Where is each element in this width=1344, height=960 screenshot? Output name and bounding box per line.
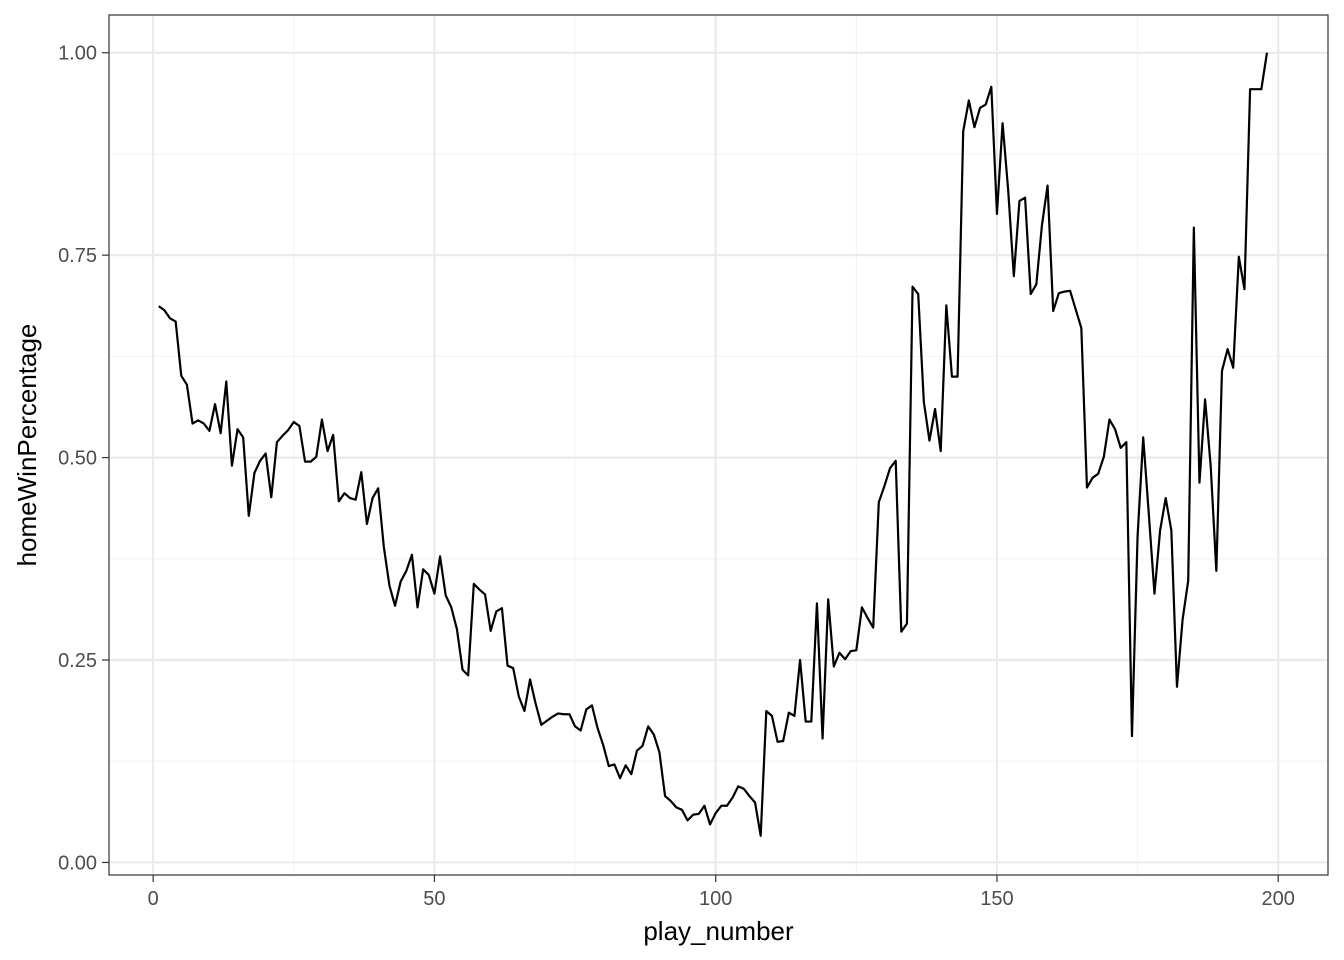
series-line bbox=[158, 52, 1269, 837]
x-tick-label: 0 bbox=[148, 888, 159, 910]
y-tick-label: 0.50 bbox=[58, 448, 97, 470]
x-tick-label: 200 bbox=[1262, 888, 1295, 910]
y-tick-label: 0.75 bbox=[58, 245, 97, 267]
x-tick-label: 150 bbox=[980, 888, 1013, 910]
y-tick-label: 0.00 bbox=[58, 852, 97, 874]
y-axis-title: homeWinPercentage bbox=[12, 324, 42, 567]
x-axis: 0 50 100 150 200 bbox=[148, 875, 1295, 910]
series-layer bbox=[158, 52, 1269, 837]
y-tick-label: 0.25 bbox=[58, 650, 97, 672]
y-axis: 0.00 0.25 0.50 0.75 1.00 bbox=[58, 43, 109, 874]
x-tick-label: 100 bbox=[699, 888, 732, 910]
y-tick-label: 1.00 bbox=[58, 43, 97, 65]
major-gridlines bbox=[109, 15, 1328, 875]
minor-gridlines bbox=[109, 15, 1328, 875]
panel-border bbox=[108, 14, 1329, 876]
x-axis-title: play_number bbox=[643, 916, 794, 946]
x-tick-label: 50 bbox=[423, 888, 445, 910]
